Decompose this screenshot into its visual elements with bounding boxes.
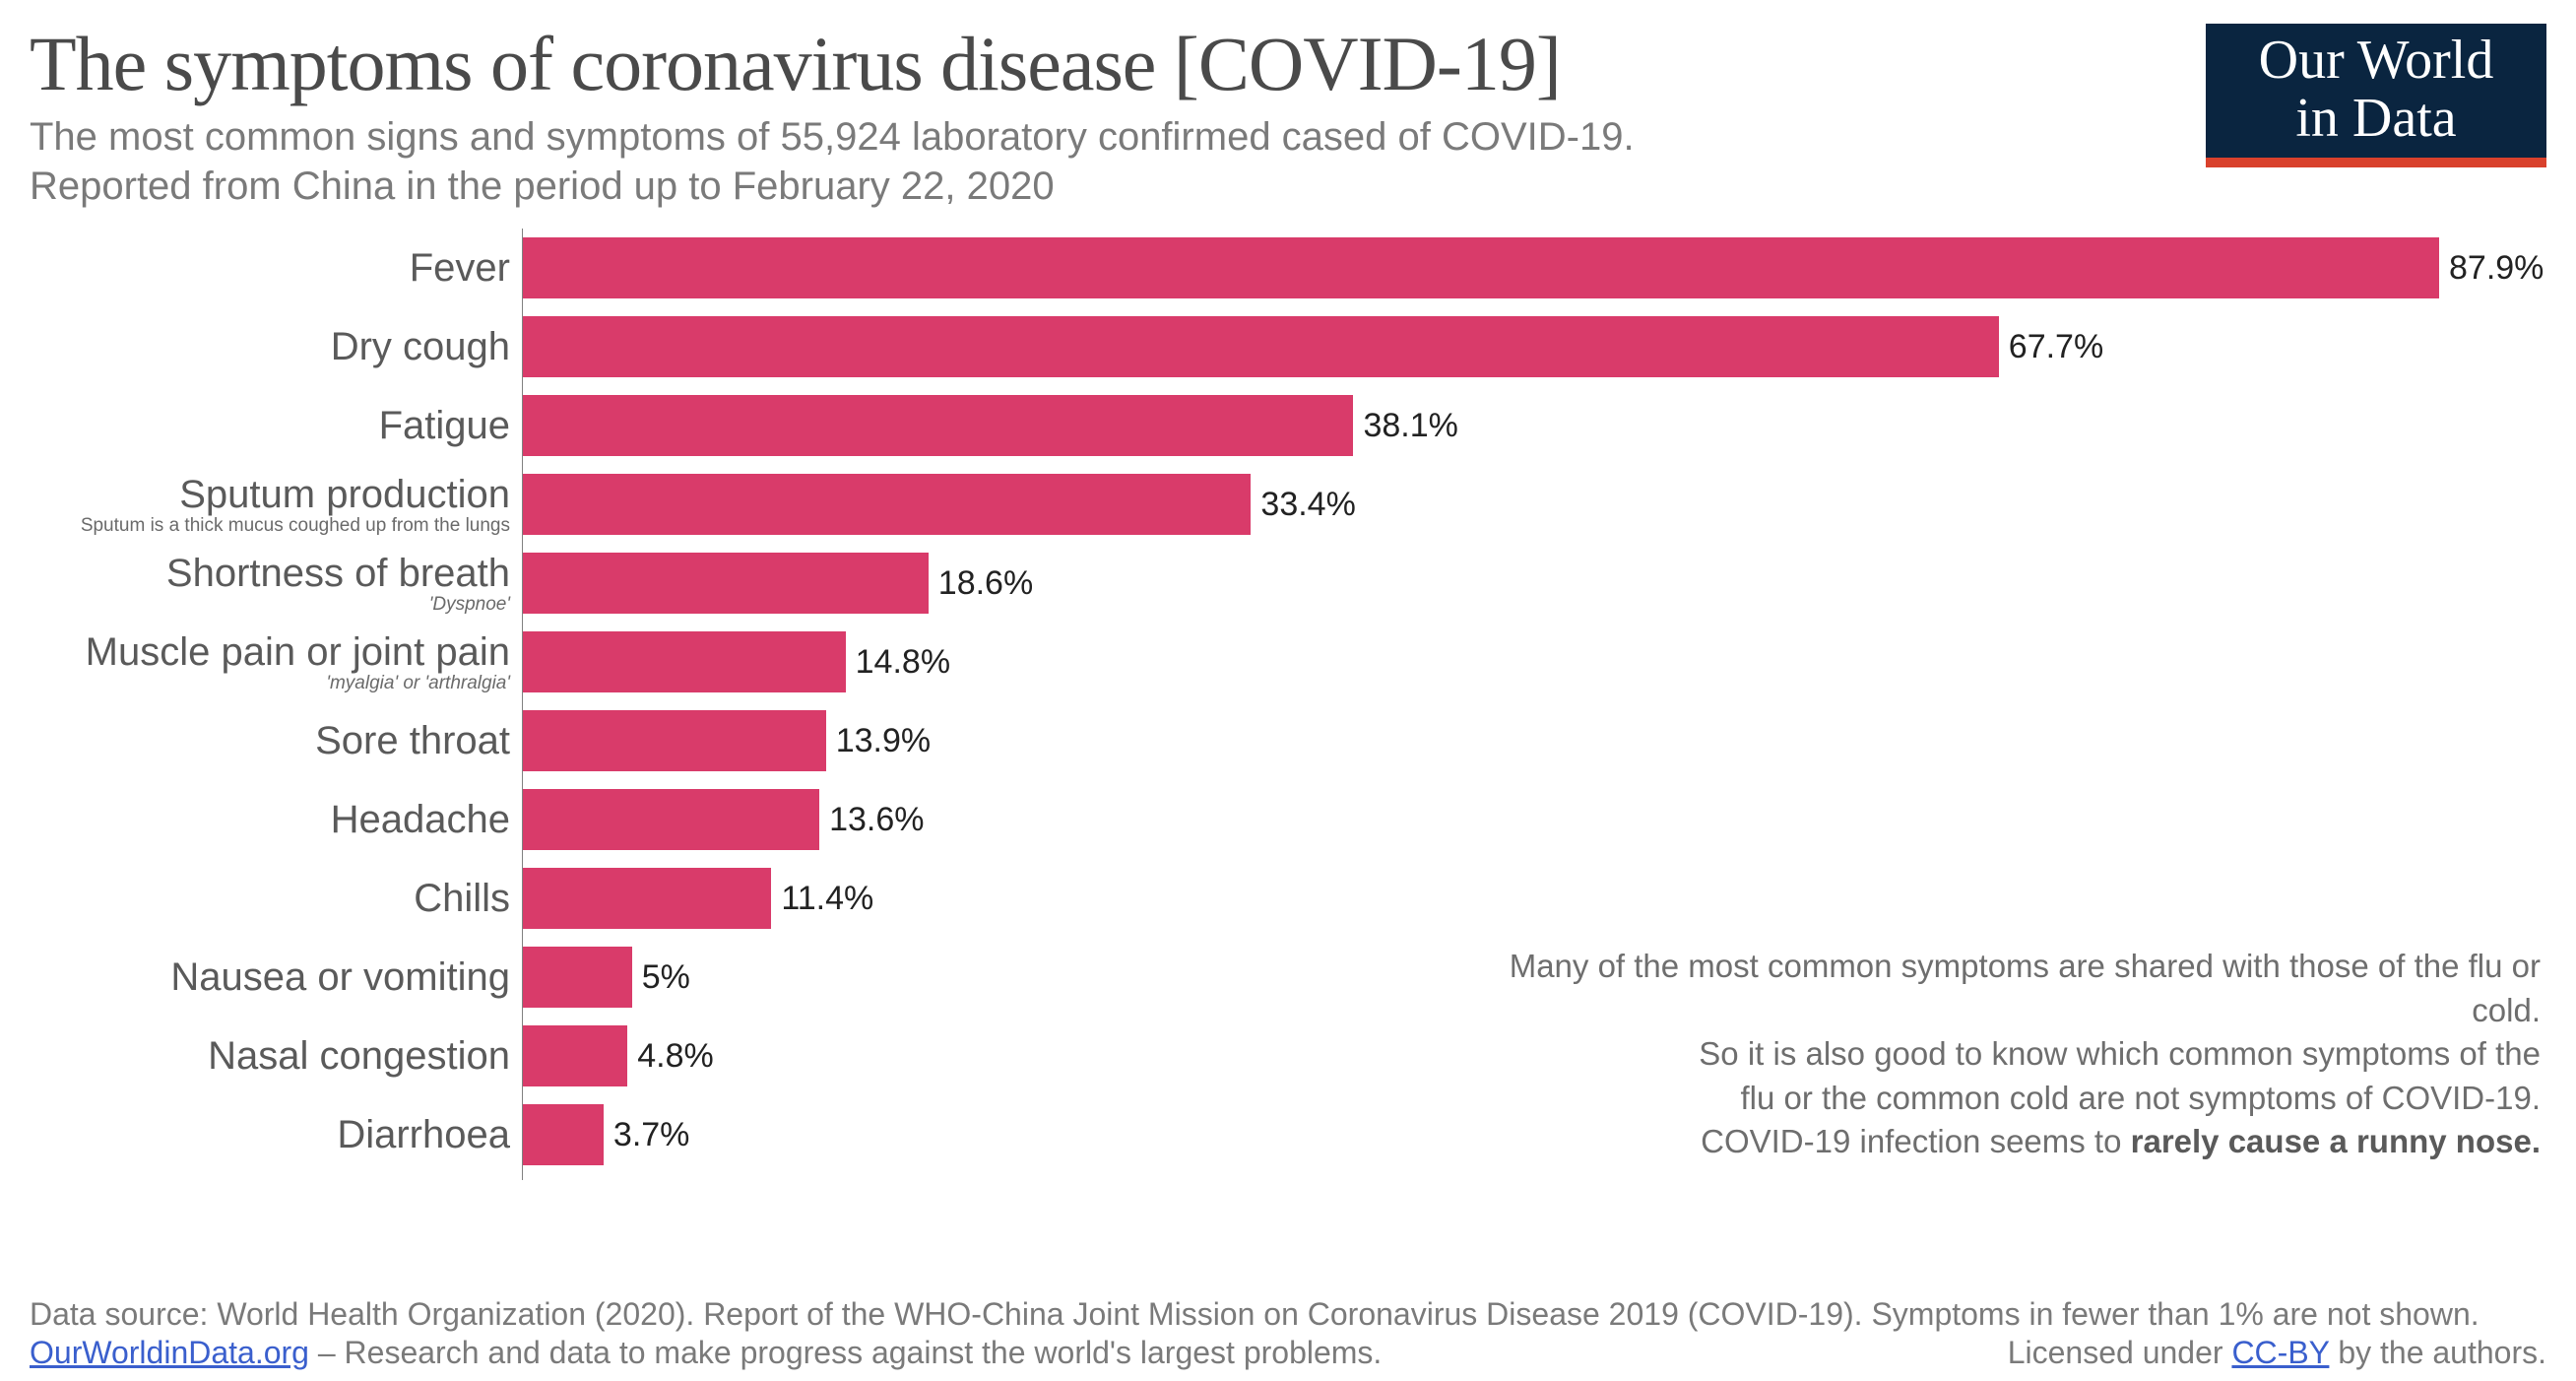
bar — [523, 474, 1251, 535]
bar-value: 11.4% — [781, 880, 873, 918]
chart-row: Dry cough 67.7% — [30, 307, 2546, 386]
bar-label: Chills — [30, 879, 522, 918]
bar — [523, 1025, 627, 1086]
bar — [523, 553, 929, 614]
bar-label-main: Fever — [410, 248, 510, 288]
chart-row: Headache 13.6% — [30, 780, 2546, 859]
bar-value: 38.1% — [1363, 407, 1457, 445]
bar-label-sub: Sputum is a thick mucus coughed up from … — [81, 516, 510, 535]
header: The symptoms of coronavirus disease [COV… — [30, 20, 2546, 211]
owid-logo: Our World in Data — [2206, 24, 2546, 167]
chart-row: Fever 87.9% — [30, 229, 2546, 307]
page-subtitle: The most common signs and symptoms of 55… — [30, 112, 2546, 211]
bar — [523, 1104, 604, 1165]
bar-label-main: Shortness of breath — [166, 554, 510, 593]
bar-label-sub: 'myalgia' or 'arthralgia' — [326, 674, 510, 692]
note-line1: Many of the most common symptoms are sha… — [1510, 948, 2541, 1028]
bar-value: 14.8% — [856, 643, 950, 682]
note-line4-strong: rarely cause a runny nose. — [2131, 1123, 2541, 1159]
bar-value: 5% — [642, 958, 690, 997]
bar — [523, 710, 826, 771]
logo-line1: Our World — [2206, 32, 2546, 90]
footer-left: OurWorldinData.org – Research and data t… — [30, 1335, 1382, 1371]
bar-label-main: Nausea or vomiting — [170, 957, 510, 997]
bar-label-main: Sore throat — [315, 721, 510, 760]
axis-baseline — [522, 1174, 2546, 1180]
bar-label: Sore throat — [30, 721, 522, 760]
bar-track: 33.4% — [522, 465, 2546, 544]
bar-label-main: Diarrhoea — [337, 1115, 510, 1154]
bar-track: 67.7% — [522, 307, 2546, 386]
bar-label: Fatigue — [30, 406, 522, 445]
bar-value: 67.7% — [2009, 328, 2103, 366]
bar-label-main: Nasal congestion — [208, 1036, 510, 1076]
chart-row: Muscle pain or joint pain 'myalgia' or 'a… — [30, 623, 2546, 701]
bar-label-main: Muscle pain or joint pain — [86, 632, 510, 672]
subtitle-line2: Reported from China in the period up to … — [30, 164, 1055, 208]
chart-row: Chills 11.4% — [30, 859, 2546, 938]
bar-label-main: Fatigue — [379, 406, 510, 445]
license-post: by the authors. — [2329, 1335, 2546, 1370]
bar-label: Nausea or vomiting — [30, 957, 522, 997]
chart-row: Sputum production Sputum is a thick mucus… — [30, 465, 2546, 544]
bar — [523, 631, 846, 692]
note-line4-pre: COVID-19 infection seems to — [1701, 1123, 2131, 1159]
subtitle-line1: The most common signs and symptoms of 55… — [30, 115, 1635, 159]
bar — [523, 947, 632, 1008]
footer-source: Data source: World Health Organization (… — [30, 1296, 2546, 1333]
footer-tagline: – Research and data to make progress aga… — [309, 1335, 1382, 1370]
bar-value: 13.6% — [829, 801, 924, 839]
footer: Data source: World Health Organization (… — [30, 1296, 2546, 1371]
footer-right: Licensed under CC-BY by the authors. — [2008, 1335, 2546, 1371]
bar-track: 13.6% — [522, 780, 2546, 859]
owid-link[interactable]: OurWorldinData.org — [30, 1335, 309, 1370]
bar-track: 18.6% — [522, 544, 2546, 623]
license-pre: Licensed under — [2008, 1335, 2232, 1370]
chart-row: Fatigue 38.1% — [30, 386, 2546, 465]
logo-line2: in Data — [2206, 90, 2546, 148]
bar-value: 13.9% — [836, 722, 931, 760]
bar-label: Diarrhoea — [30, 1115, 522, 1154]
bar-track: 13.9% — [522, 701, 2546, 780]
bar-track: 11.4% — [522, 859, 2546, 938]
bar-track: 87.9% — [522, 229, 2546, 307]
page-title: The symptoms of coronavirus disease [COV… — [30, 20, 2546, 108]
bar-label: Shortness of breath 'Dyspnoe' — [30, 554, 522, 614]
bar-value: 18.6% — [938, 564, 1033, 603]
chart-row: Shortness of breath 'Dyspnoe' 18.6% — [30, 544, 2546, 623]
note-line2: So it is also good to know which common … — [1699, 1035, 2541, 1072]
annotation-note: Many of the most common symptoms are sha… — [1438, 945, 2541, 1164]
bar-value: 4.8% — [637, 1037, 714, 1076]
bar-value: 87.9% — [2449, 249, 2544, 288]
bar-track: 38.1% — [522, 386, 2546, 465]
bar-label-sub: 'Dyspnoe' — [429, 595, 510, 614]
bar — [523, 395, 1353, 456]
bar-label: Nasal congestion — [30, 1036, 522, 1076]
chart-row: Sore throat 13.9% — [30, 701, 2546, 780]
bar-label: Headache — [30, 800, 522, 839]
bar-label-main: Chills — [414, 879, 510, 918]
note-line3: flu or the common cold are not symptoms … — [1741, 1080, 2541, 1116]
bar-label: Muscle pain or joint pain 'myalgia' or 'a… — [30, 632, 522, 692]
bar-label: Dry cough — [30, 327, 522, 366]
bar-value: 33.4% — [1260, 486, 1355, 524]
bar — [523, 868, 771, 929]
bar — [523, 237, 2439, 298]
bar-value: 3.7% — [613, 1116, 690, 1154]
bar-label: Sputum production Sputum is a thick mucus… — [30, 475, 522, 535]
bar — [523, 789, 819, 850]
bar-label-main: Sputum production — [179, 475, 510, 514]
bar-label-main: Dry cough — [331, 327, 510, 366]
bar-label: Fever — [30, 248, 522, 288]
bar-track: 14.8% — [522, 623, 2546, 701]
bar — [523, 316, 1999, 377]
bar-label-main: Headache — [331, 800, 510, 839]
license-link[interactable]: CC-BY — [2231, 1335, 2329, 1370]
